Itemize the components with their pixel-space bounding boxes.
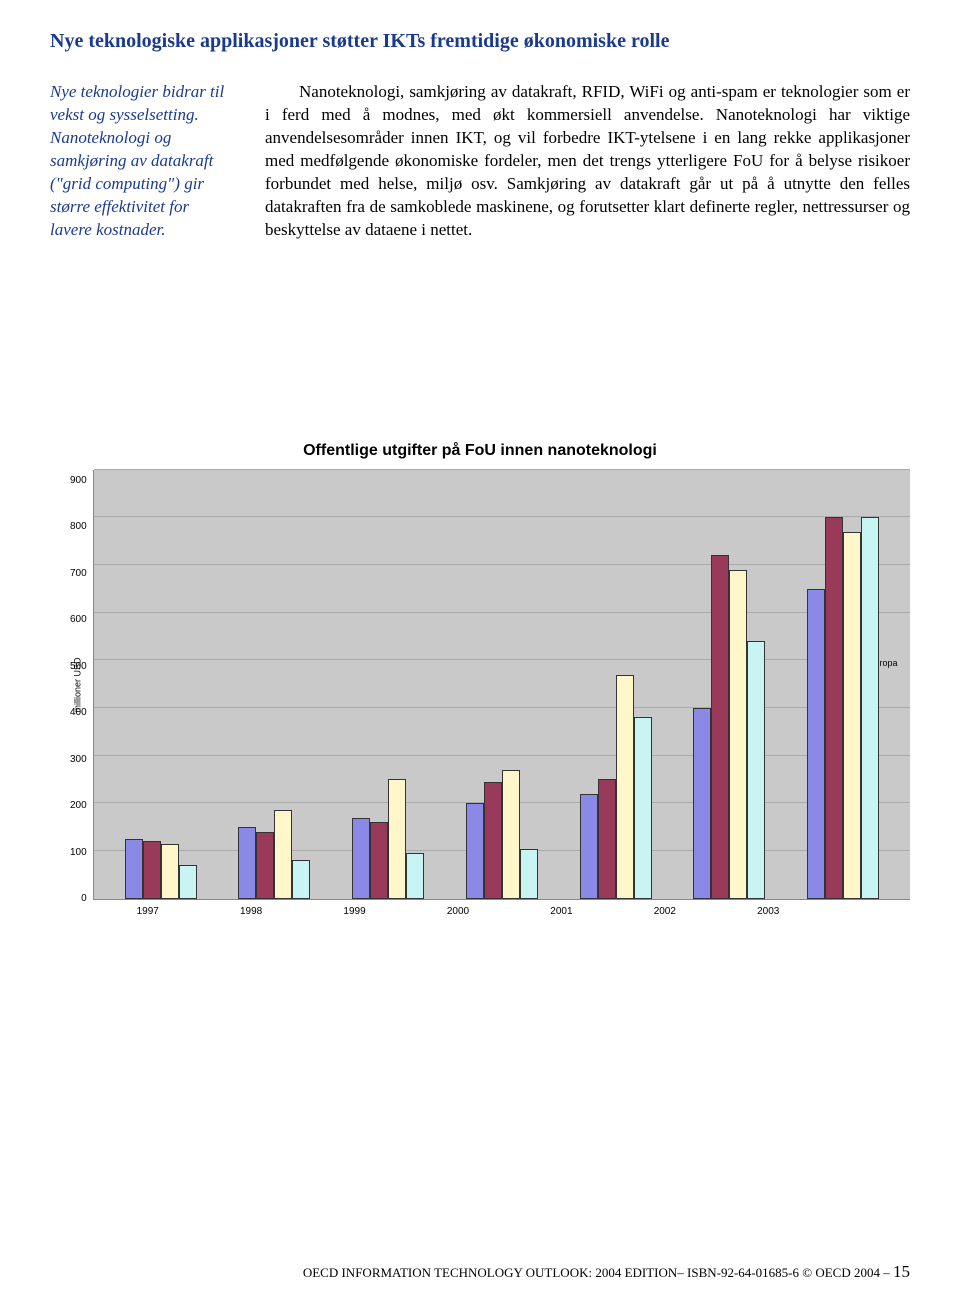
bar <box>125 839 143 899</box>
bar <box>843 532 861 899</box>
bar <box>502 770 520 899</box>
bar <box>352 818 370 899</box>
chart-block: Offentlige utgifter på FoU innen nanotek… <box>50 442 910 917</box>
bar <box>292 860 310 898</box>
bar <box>143 841 161 898</box>
bar-group <box>125 470 197 899</box>
bar-group <box>580 470 652 899</box>
y-tick: 400 <box>70 707 87 718</box>
bar <box>825 517 843 898</box>
x-tick: 1997 <box>137 906 159 917</box>
footer-text: OECD INFORMATION TECHNOLOGY OUTLOOK: 200… <box>303 1265 890 1280</box>
x-tick: 1999 <box>343 906 365 917</box>
content-columns: Nye teknologier bidrar til vekst og syss… <box>50 81 910 242</box>
body-paragraph: Nanoteknologi, samkjøring av datakraft, … <box>265 81 910 242</box>
sidebar-callout: Nye teknologier bidrar til vekst og syss… <box>50 81 235 242</box>
bar <box>711 555 729 898</box>
bar <box>161 844 179 899</box>
bar-group <box>466 470 538 899</box>
bar <box>807 589 825 899</box>
bar <box>634 717 652 898</box>
bar <box>238 827 256 898</box>
x-tick: 2000 <box>447 906 469 917</box>
bar-group <box>693 470 765 899</box>
y-tick: 700 <box>70 568 87 579</box>
x-tick: 2002 <box>654 906 676 917</box>
bar <box>747 641 765 898</box>
x-tick: 1998 <box>240 906 262 917</box>
y-tick: 0 <box>81 893 87 904</box>
bar <box>179 865 197 898</box>
bar <box>370 822 388 898</box>
bar <box>616 675 634 899</box>
y-axis-label-wrap: millioner USD <box>50 470 70 900</box>
bar <box>520 849 538 899</box>
y-tick: 200 <box>70 800 87 811</box>
bar-group <box>238 470 310 899</box>
bar <box>580 794 598 899</box>
bar-group <box>807 470 879 899</box>
x-axis-labels: 1997 1998 1999 2000 2001 2002 2003 <box>96 906 820 917</box>
bar-group <box>352 470 424 899</box>
y-tick: 100 <box>70 847 87 858</box>
page-footer: OECD INFORMATION TECHNOLOGY OUTLOOK: 200… <box>303 1262 910 1282</box>
bar <box>274 810 292 898</box>
bar <box>861 517 879 898</box>
bar <box>406 853 424 898</box>
bar <box>484 782 502 899</box>
bar <box>388 779 406 898</box>
y-tick: 900 <box>70 475 87 486</box>
y-tick: 800 <box>70 521 87 532</box>
page-title: Nye teknologiske applikasjoner støtter I… <box>50 30 910 53</box>
y-tick: 600 <box>70 614 87 625</box>
bar <box>729 570 747 899</box>
x-tick: 2003 <box>757 906 779 917</box>
bar <box>256 832 274 899</box>
page-number: 15 <box>893 1262 910 1281</box>
plot-area <box>93 470 910 900</box>
bar <box>466 803 484 898</box>
bar <box>598 779 616 898</box>
bar <box>693 708 711 899</box>
chart-title: Offentlige utgifter på FoU innen nanotek… <box>50 442 910 460</box>
x-tick: 2001 <box>550 906 572 917</box>
y-tick: 500 <box>70 661 87 672</box>
y-tick: 300 <box>70 754 87 765</box>
chart-container: millioner USD 900 800 700 600 500 400 300 200 10… <box>50 470 910 900</box>
